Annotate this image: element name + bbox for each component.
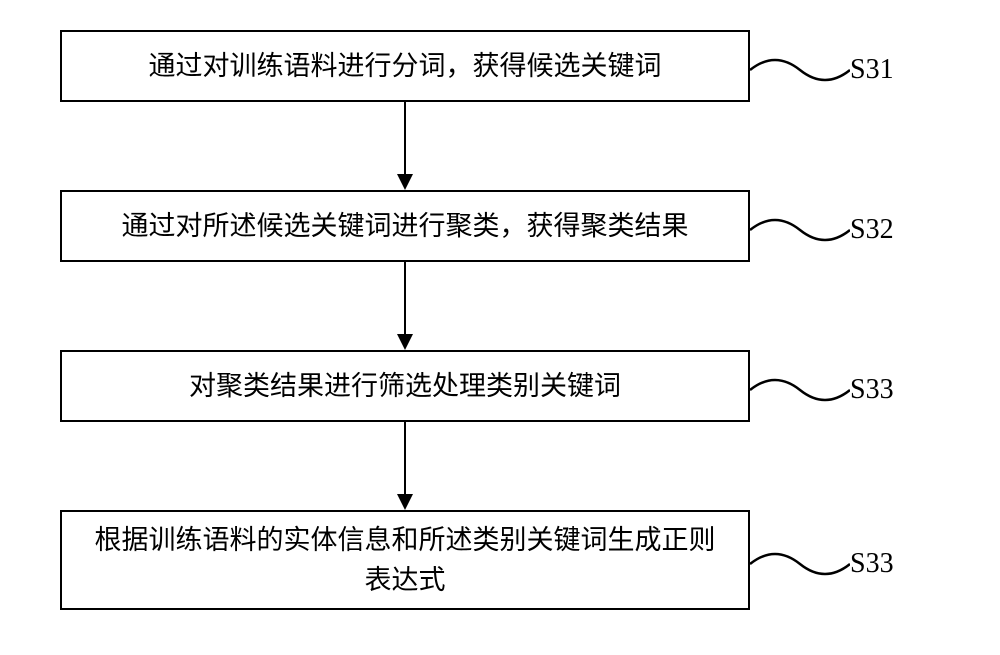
arrow-3-line [404, 422, 406, 494]
arrow-2-line [404, 262, 406, 334]
flowchart-step-1: 通过对训练语料进行分词，获得候选关键词 [60, 30, 750, 102]
tilde-connector-2 [750, 210, 850, 250]
arrow-1-line [404, 102, 406, 174]
flowchart-step-3: 对聚类结果进行筛选处理类别关键词 [60, 350, 750, 422]
step-3-label: S33 [850, 374, 894, 406]
step-1-label: S31 [850, 54, 894, 86]
arrow-3-head [397, 494, 413, 510]
tilde-connector-3 [750, 370, 850, 410]
flowchart-step-2: 通过对所述候选关键词进行聚类，获得聚类结果 [60, 190, 750, 262]
step-2-label: S32 [850, 214, 894, 246]
arrow-1-head [397, 174, 413, 190]
step-4-label: S33 [850, 548, 894, 580]
tilde-connector-4 [750, 544, 850, 584]
arrow-2-head [397, 334, 413, 350]
step-2-text: 通过对所述候选关键词进行聚类，获得聚类结果 [122, 206, 689, 247]
tilde-connector-1 [750, 50, 850, 90]
step-1-text: 通过对训练语料进行分词，获得候选关键词 [149, 46, 662, 87]
step-3-text: 对聚类结果进行筛选处理类别关键词 [189, 366, 621, 407]
step-4-text: 根据训练语料的实体信息和所述类别关键词生成正则表达式 [85, 520, 725, 601]
flowchart-step-4: 根据训练语料的实体信息和所述类别关键词生成正则表达式 [60, 510, 750, 610]
